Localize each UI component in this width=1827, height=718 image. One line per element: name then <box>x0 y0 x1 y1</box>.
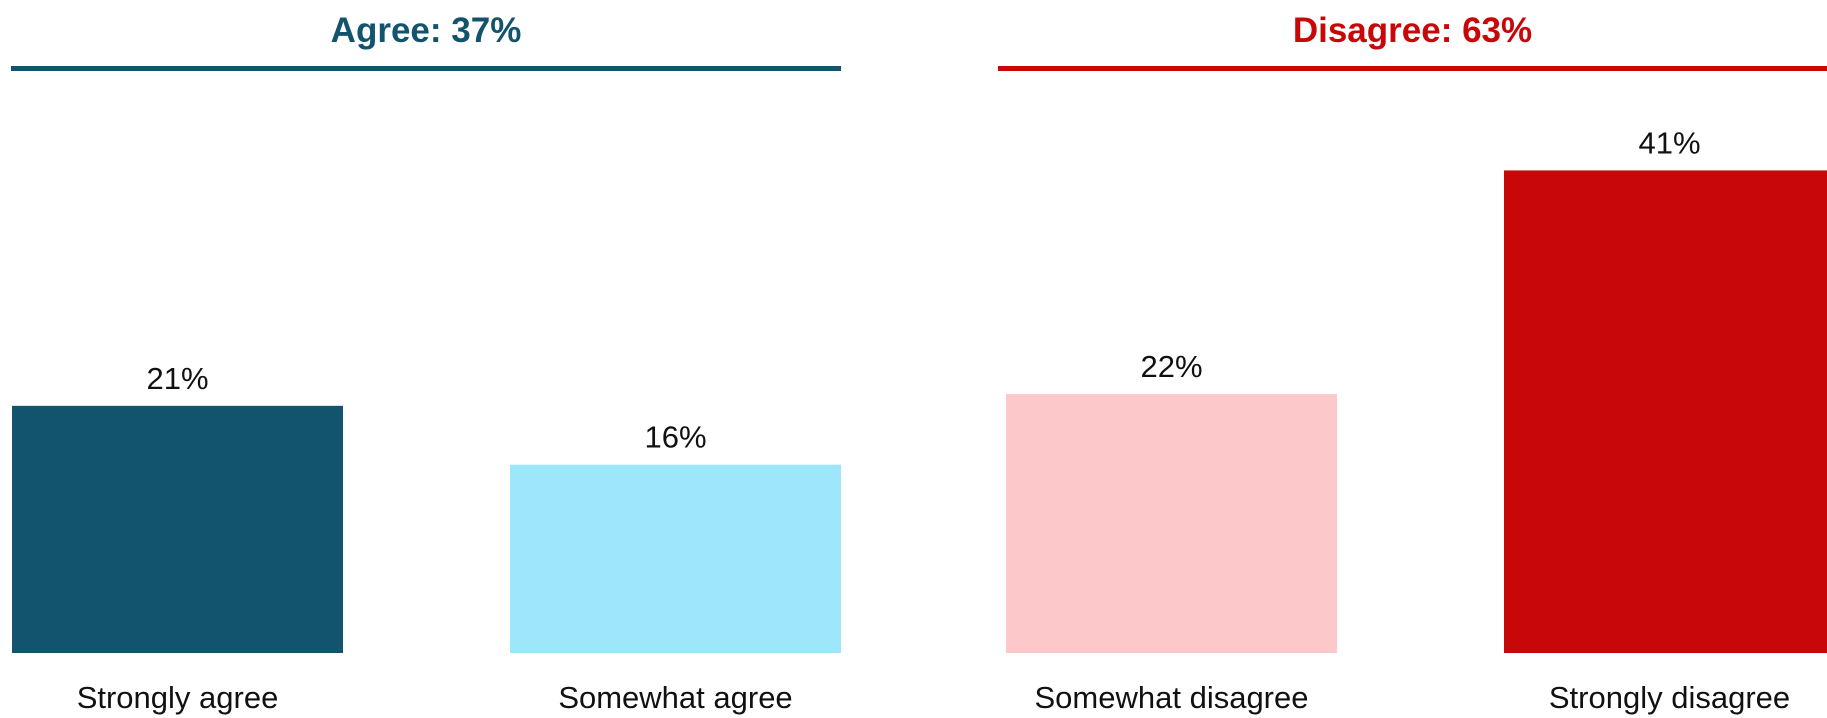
category-label-somewhat-disagree: Somewhat disagree <box>1035 680 1309 715</box>
group-rule-agree <box>11 66 841 71</box>
category-label-strongly-disagree: Strongly disagree <box>1549 680 1790 715</box>
value-label-strongly-disagree: 41% <box>1638 125 1700 160</box>
group-rule-disagree <box>998 66 1827 71</box>
value-label-somewhat-agree: 16% <box>644 420 706 455</box>
group-title-agree: Agree: 37% <box>331 11 522 50</box>
value-label-strongly-agree: 21% <box>146 361 208 396</box>
bar-strongly-disagree <box>1504 170 1827 653</box>
category-label-somewhat-agree: Somewhat agree <box>558 680 792 715</box>
bar-strongly-agree <box>12 405 343 653</box>
group-title-disagree: Disagree: 63% <box>1293 11 1532 50</box>
bar-somewhat-disagree <box>1006 394 1337 653</box>
category-label-strongly-agree: Strongly agree <box>77 680 279 715</box>
bar-somewhat-agree <box>510 464 841 653</box>
value-label-somewhat-disagree: 22% <box>1140 349 1202 384</box>
